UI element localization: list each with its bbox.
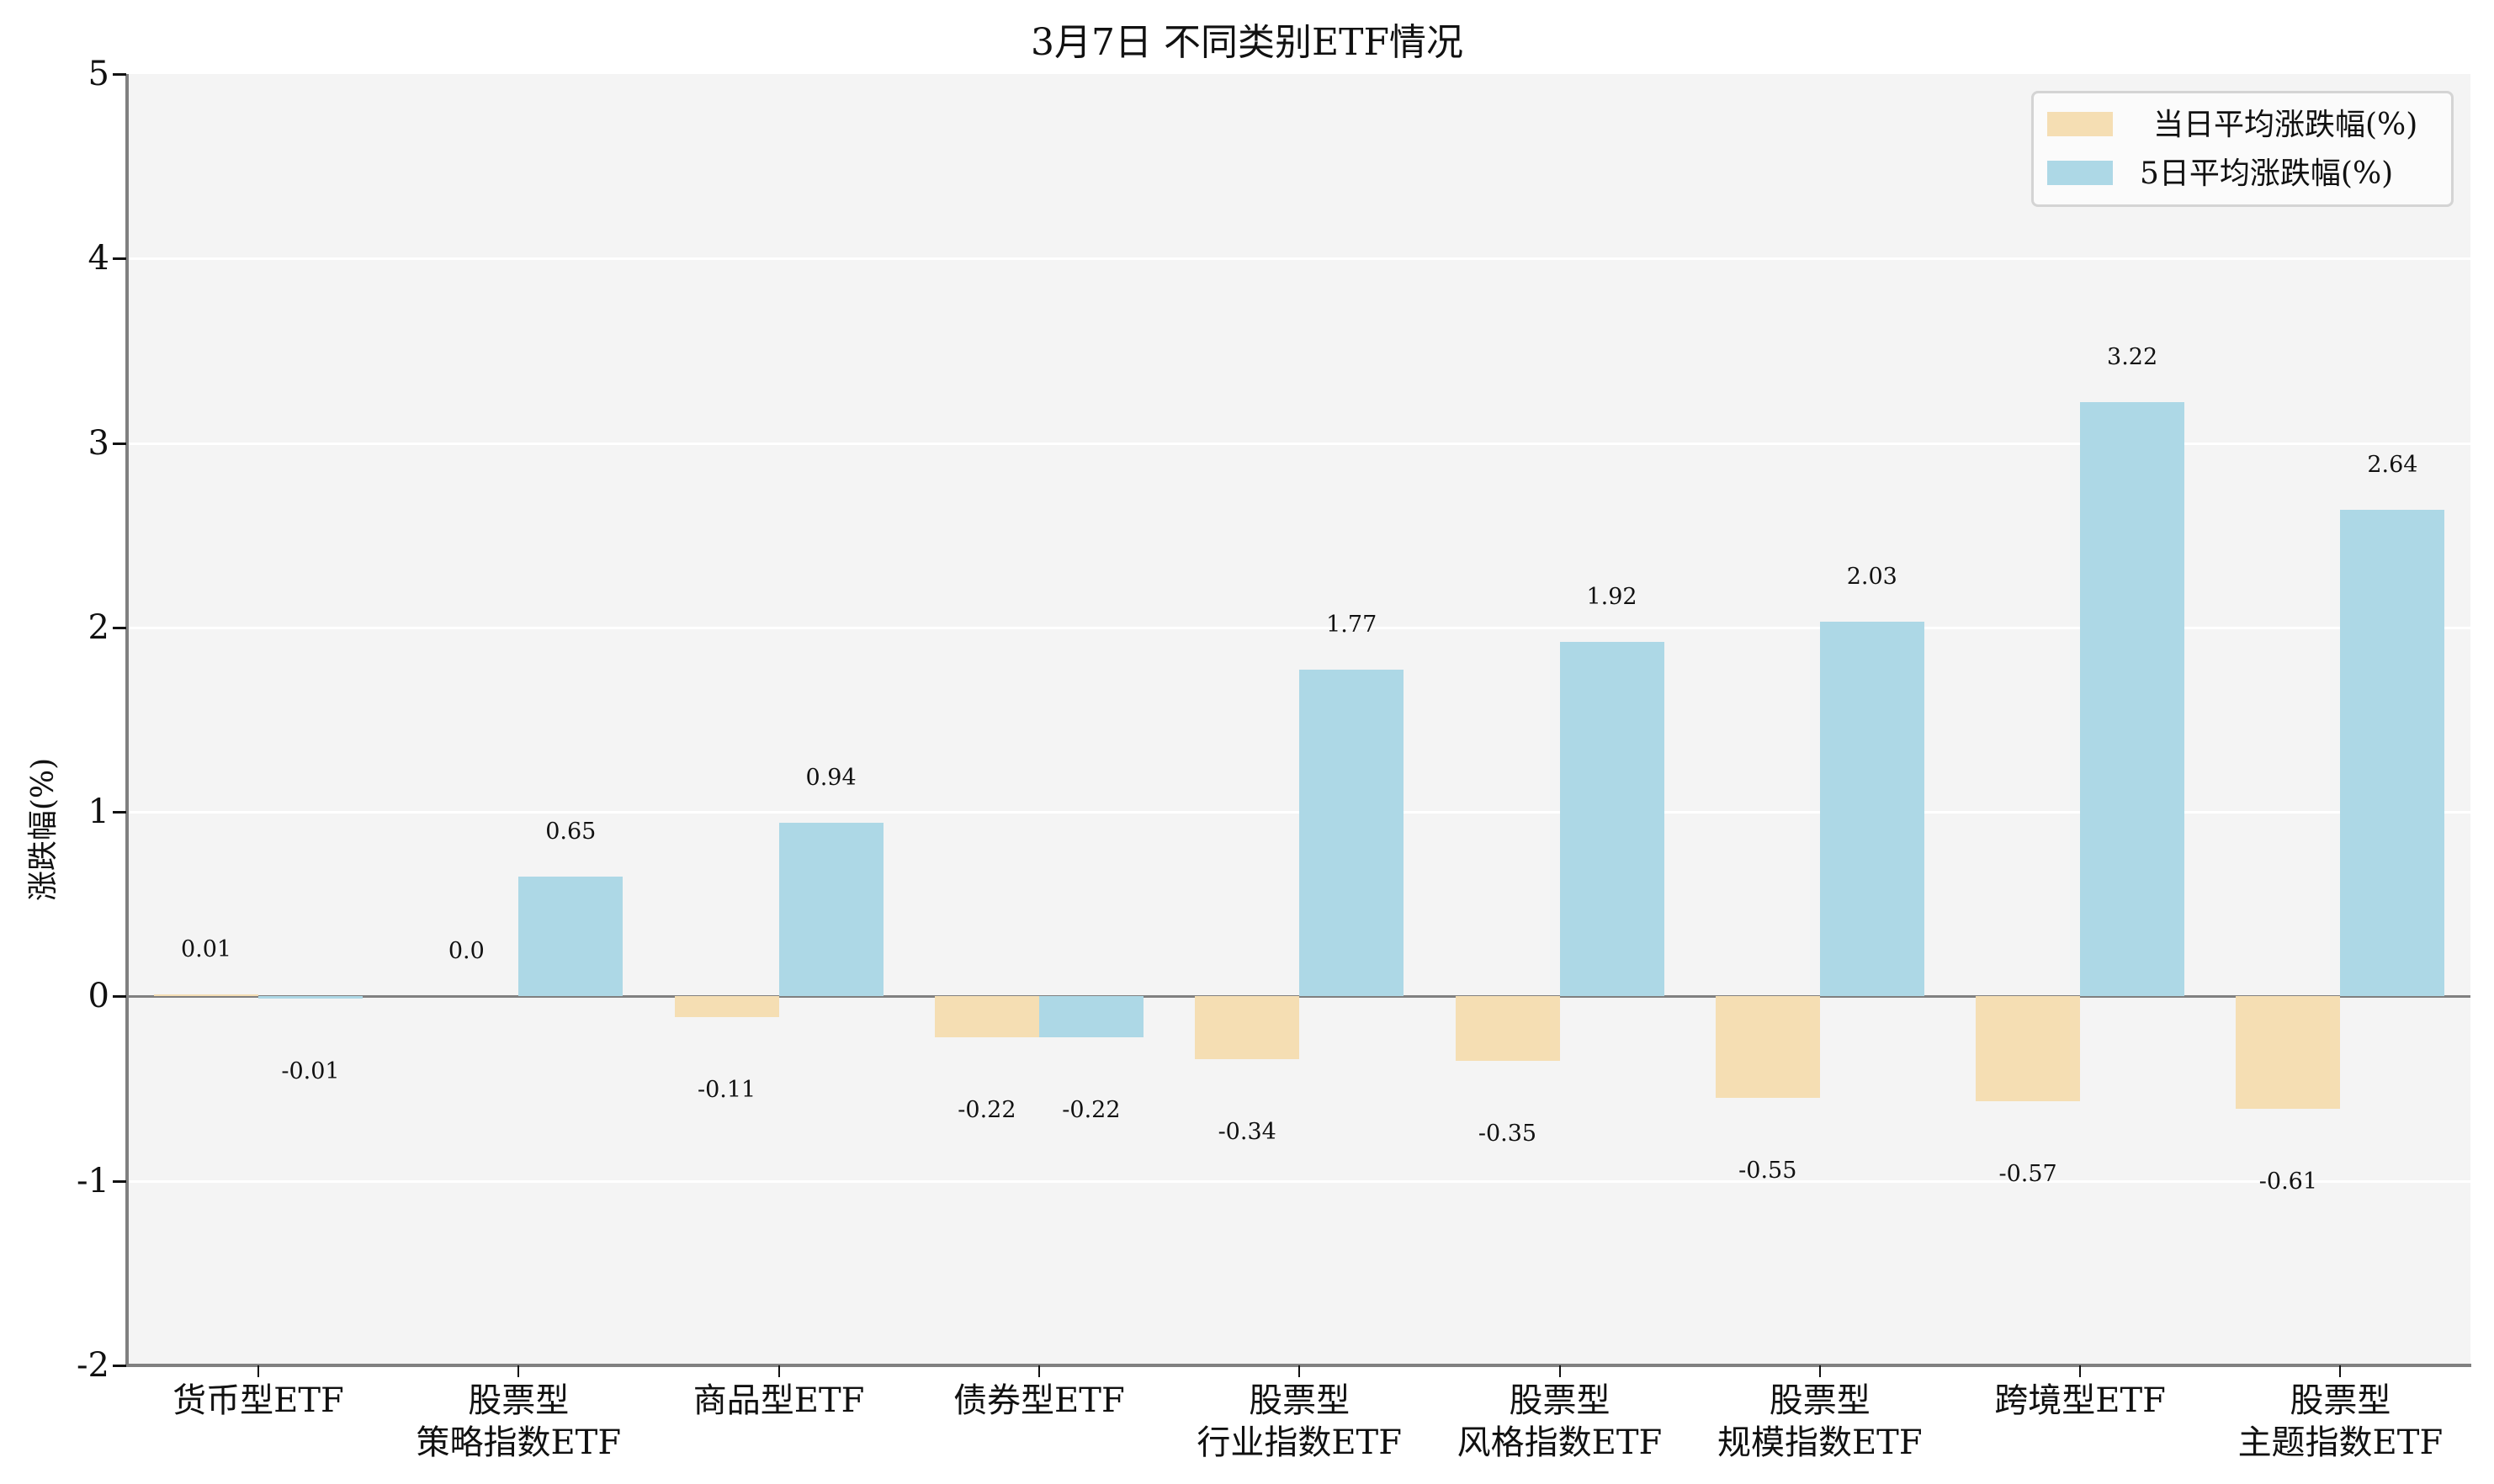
x-tick-mark [1818, 1365, 1821, 1377]
y-tick-mark [113, 626, 126, 629]
bar-5day [778, 823, 884, 997]
gridline [128, 257, 2470, 261]
x-tick-label-line2: 策略指数ETF [416, 1423, 622, 1462]
value-label-5day: 3.22 [2107, 344, 2158, 371]
y-tick-mark [113, 811, 126, 814]
bar-5day [2080, 402, 2185, 997]
x-tick-mark [777, 1365, 780, 1377]
value-label-daily: -0.57 [1998, 1161, 2057, 1188]
bar-5day [1819, 622, 1924, 997]
y-axis-line [125, 74, 129, 1367]
x-tick-label-line2: 主题指数ETF [2237, 1423, 2444, 1462]
y-tick-mark [113, 1365, 126, 1367]
x-tick-label-line2: 规模指数ETF [1717, 1423, 1923, 1462]
value-label-daily: -0.61 [2258, 1169, 2318, 1195]
value-label-daily: -0.55 [1738, 1158, 1797, 1185]
y-tick-label: -1 [77, 1161, 109, 1200]
legend: 当日平均涨跌幅(%) 5日平均涨跌幅(%) [2031, 91, 2454, 207]
x-tick-label: 股票型 策略指数ETF [384, 1380, 653, 1464]
bar-5day [1559, 642, 1664, 997]
x-tick-label-line1: 股票型 [2290, 1381, 2391, 1420]
x-axis-line [125, 1364, 2471, 1367]
value-label-5day: 1.92 [1586, 584, 1637, 611]
plot-area [128, 74, 2470, 1365]
y-tick-label: 0 [88, 977, 109, 1016]
y-tick-label: 2 [88, 607, 109, 647]
y-tick-mark [113, 73, 126, 76]
y-tick-label: 5 [88, 55, 109, 93]
chart-title: 3月7日 不同类别ETF情况 [1031, 21, 1463, 64]
y-axis-title: 涨跌幅(%) [26, 757, 61, 902]
legend-swatch-5day [2047, 161, 2113, 185]
value-label-daily: -0.22 [958, 1096, 1016, 1123]
x-tick-label-line1: 跨境型ETF [1994, 1381, 2166, 1420]
value-label-daily: -0.11 [697, 1076, 756, 1103]
x-tick-label: 股票型 主题指数ETF [2205, 1380, 2475, 1464]
legend-label-daily: 当日平均涨跌幅(%) [2153, 108, 2418, 142]
y-tick-mark [113, 1179, 126, 1183]
x-tick-label-line1: 股票型 [1249, 1381, 1350, 1420]
x-tick-label: 货币型ETF [124, 1380, 393, 1422]
x-tick-mark [1037, 1365, 1040, 1377]
x-tick-label: 股票型 规模指数ETF [1685, 1380, 1955, 1464]
gridline [128, 811, 2470, 814]
x-tick-label: 商品型ETF [645, 1380, 914, 1422]
x-tick-label-line1: 股票型 [1509, 1381, 1610, 1420]
bar-daily [1455, 996, 1560, 1062]
bar-5day [1038, 996, 1144, 1037]
x-tick-label-line1: 股票型 [468, 1381, 570, 1420]
x-tick-label: 债券型ETF [905, 1380, 1174, 1422]
y-axis-title-wrap: 涨跌幅(%) [24, 758, 61, 901]
y-tick-mark [113, 442, 126, 445]
bar-daily [674, 996, 779, 1017]
x-tick-label-line1: 股票型 [1769, 1381, 1870, 1420]
value-label-5day: 1.77 [1326, 612, 1377, 639]
bar-5day [258, 996, 363, 999]
x-tick-mark [1558, 1365, 1561, 1377]
x-tick-label: 股票型 行业指数ETF [1165, 1380, 1434, 1464]
x-tick-label-line1: 商品型ETF [692, 1381, 865, 1420]
value-label-daily: 0.0 [448, 938, 485, 965]
x-tick-label: 股票型 风格指数ETF [1425, 1380, 1695, 1464]
x-tick-mark [2339, 1365, 2342, 1377]
bar-daily [2236, 996, 2341, 1110]
gridline [128, 1179, 2470, 1183]
y-tick-label: 4 [88, 239, 109, 278]
value-label-5day: 0.65 [545, 818, 597, 845]
x-tick-mark [1298, 1365, 1301, 1377]
value-label-5day: -0.22 [1062, 1096, 1121, 1123]
bar-daily [934, 996, 1039, 1037]
value-label-daily: -0.35 [1478, 1121, 1537, 1147]
legend-swatch-daily [2047, 112, 2113, 136]
bar-daily [1976, 996, 2081, 1102]
value-label-5day: 2.03 [1846, 564, 1897, 591]
x-tick-mark [517, 1365, 520, 1377]
bar-daily [1715, 996, 1820, 1099]
value-label-5day: -0.01 [281, 1057, 340, 1084]
value-label-5day: 2.64 [2367, 451, 2418, 478]
y-tick-mark [113, 995, 126, 999]
bar-daily [154, 994, 258, 997]
x-tick-label-line2: 风格指数ETF [1457, 1423, 1663, 1462]
bar-5day [518, 876, 624, 997]
gridline [128, 626, 2470, 629]
x-tick-label: 跨境型ETF [1945, 1380, 2215, 1422]
value-label-5day: 0.94 [805, 765, 857, 792]
y-tick-label: -2 [77, 1346, 109, 1385]
gridline [128, 442, 2470, 445]
value-label-daily: 0.01 [180, 936, 232, 963]
legend-label-5day: 5日平均涨跌幅(%) [2140, 156, 2394, 191]
y-tick-mark [113, 257, 126, 261]
y-tick-label: 3 [88, 423, 109, 463]
bar-5day [1299, 670, 1404, 997]
value-label-daily: -0.34 [1218, 1118, 1276, 1145]
y-tick-label: 1 [88, 792, 109, 832]
x-tick-label-line1: 债券型ETF [953, 1381, 1125, 1420]
x-tick-label-line1: 货币型ETF [172, 1381, 344, 1420]
x-tick-mark [2079, 1365, 2082, 1377]
x-tick-label-line2: 行业指数ETF [1197, 1423, 1402, 1462]
bar-5day [2340, 509, 2445, 997]
bar-daily [1195, 996, 1300, 1059]
x-tick-mark [257, 1365, 259, 1377]
